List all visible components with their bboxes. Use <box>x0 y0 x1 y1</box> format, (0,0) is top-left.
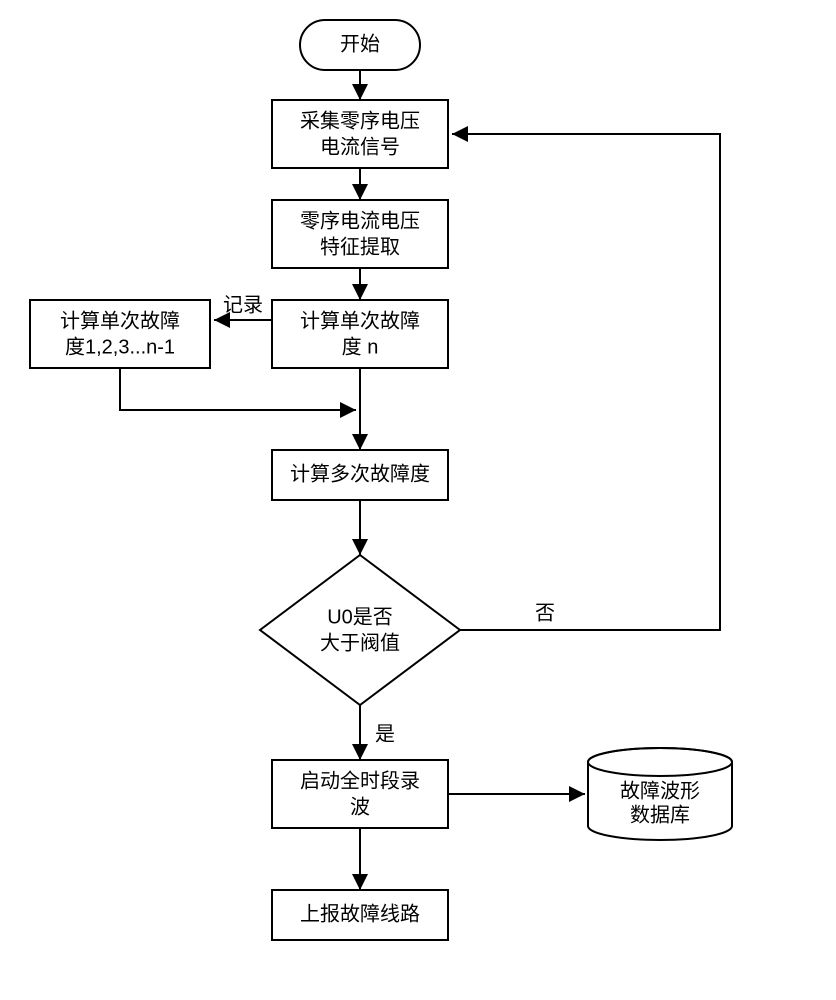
record-line2: 波 <box>350 795 370 818</box>
db-node: 故障波形 数据库 <box>588 748 732 840</box>
edge-history-multi <box>120 368 356 410</box>
no-label: 否 <box>535 602 555 624</box>
calcn-line1: 计算单次故障 <box>300 309 420 332</box>
record-label: 记录 <box>223 293 263 316</box>
collect-line1: 采集零序电压 <box>300 109 420 132</box>
multi-line1: 计算多次故障度 <box>290 462 430 485</box>
db-line2: 数据库 <box>630 803 690 826</box>
calcn-line2: 度 n <box>342 335 379 358</box>
start-label: 开始 <box>340 32 380 55</box>
decide-line1: U0是否 <box>327 606 393 628</box>
report-line1: 上报故障线路 <box>300 902 420 925</box>
collect-line2: 电流信号 <box>320 135 400 158</box>
history-line1: 计算单次故障 <box>60 309 180 332</box>
decide-node <box>260 555 460 705</box>
yes-label: 是 <box>375 723 395 745</box>
edge-decide-no <box>452 134 720 630</box>
record-line1: 启动全时段录 <box>300 769 420 792</box>
db-line1: 故障波形 <box>620 779 700 802</box>
history-line2: 度1,2,3...n-1 <box>65 335 175 358</box>
decide-line2: 大于阀值 <box>320 631 400 654</box>
extract-line1: 零序电流电压 <box>300 209 420 232</box>
extract-line2: 特征提取 <box>320 235 400 258</box>
